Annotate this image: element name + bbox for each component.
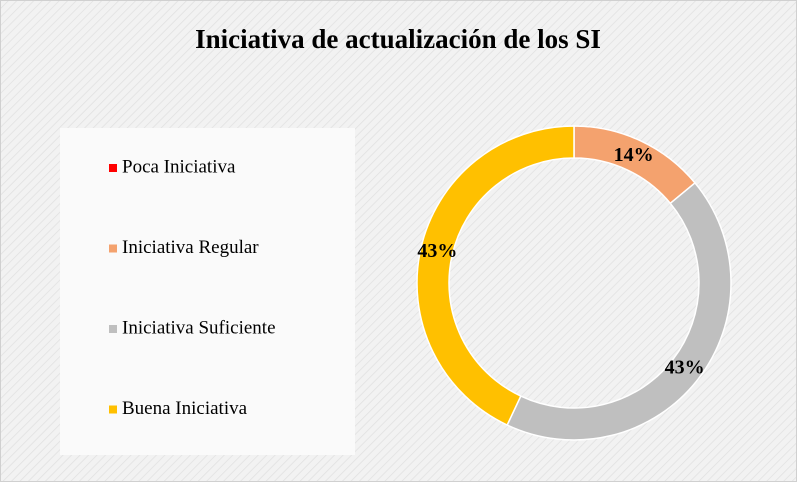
legend-label: Iniciativa Regular (122, 237, 259, 258)
legend-label: Poca Iniciativa (122, 156, 236, 177)
legend-marker (109, 164, 117, 172)
legend-marker (109, 405, 117, 414)
legend-marker (109, 244, 117, 253)
data-label: 43% (417, 240, 457, 262)
chart-title: Iniciativa de actualización de los SI (195, 24, 601, 54)
legend-marker (109, 325, 117, 333)
donut-slice (416, 125, 575, 427)
data-label: 14% (614, 144, 654, 166)
legend-label: Iniciativa Suficiente (122, 317, 276, 338)
legend-label: Buena Iniciativa (122, 398, 248, 419)
legend-box (60, 128, 355, 455)
data-label: 43% (665, 356, 705, 378)
